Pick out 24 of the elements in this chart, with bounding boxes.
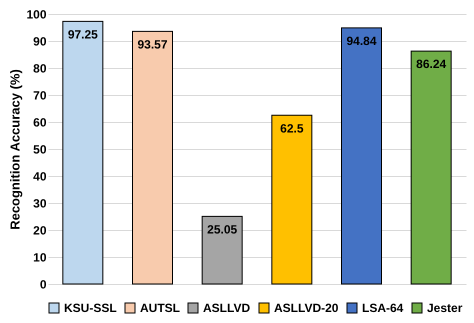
data-label: 25.05	[207, 222, 238, 236]
legend-label: Jester	[427, 301, 463, 315]
legend-label: ASLLVD-20	[274, 301, 339, 315]
y-tick-label: 100	[26, 8, 47, 22]
y-tick-label: 30	[33, 196, 47, 210]
data-label: 93.57	[137, 37, 168, 52]
y-tick-label: 10	[33, 250, 47, 264]
legend-label: KSU-SSL	[64, 301, 117, 315]
legend-label: LSA-64	[362, 301, 404, 315]
y-tick-label: 40	[33, 170, 47, 184]
y-tick-label: 80	[33, 62, 47, 76]
data-label: 97.25	[68, 27, 98, 42]
y-tick-label: 0	[40, 278, 47, 292]
y-tick-label: 20	[33, 224, 47, 238]
data-label: 94.84	[346, 34, 377, 48]
y-axis-title: Recognition Accuracy (%)	[7, 69, 22, 230]
y-tick-label: 60	[33, 116, 47, 130]
legend-label: AUTSL	[140, 301, 180, 315]
data-label: 86.24	[416, 57, 447, 72]
legend-label: ASLLVD	[203, 301, 250, 315]
y-tick-label: 50	[33, 142, 47, 156]
y-tick-label: 90	[33, 34, 47, 48]
y-tick-label: 70	[33, 88, 47, 102]
data-label: 62.5	[280, 121, 304, 136]
